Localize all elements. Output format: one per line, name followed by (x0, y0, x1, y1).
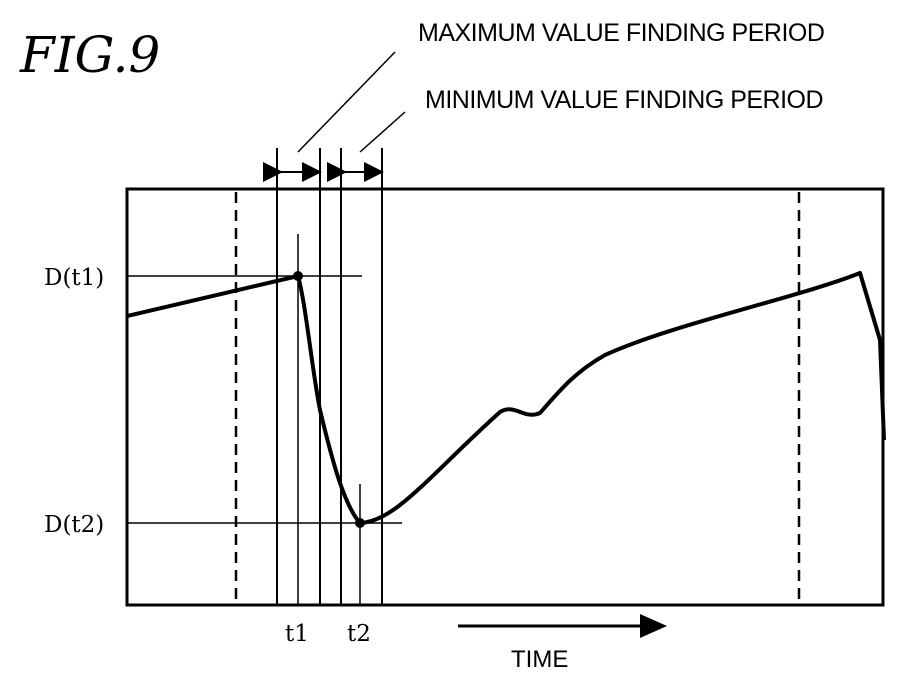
min-period-leader-line (360, 112, 405, 152)
d-t2-label: D(t2) (44, 512, 104, 538)
d-t1-label: D(t1) (44, 265, 104, 291)
max-point (293, 271, 303, 281)
min-point (355, 518, 365, 528)
min-period-label: MINIMUM VALUE FINDING PERIOD (425, 86, 823, 114)
signal-curve (127, 273, 884, 523)
time-label: TIME (511, 646, 568, 673)
t1-label: t1 (285, 621, 309, 647)
max-period-leader-line (298, 52, 395, 152)
t2-label: t2 (347, 621, 371, 647)
max-period-label: MAXIMUM VALUE FINDING PERIOD (418, 19, 824, 47)
figure-title: FIG.9 (19, 26, 160, 84)
time-arrow-head-icon (640, 614, 667, 638)
plot-frame (127, 189, 883, 605)
